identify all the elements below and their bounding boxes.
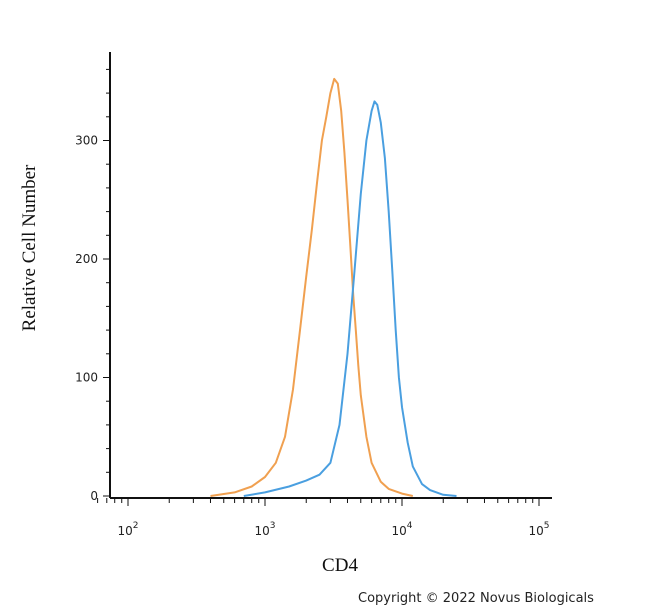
axes: 0 100 200 300 102 103 104 105: [75, 52, 552, 538]
copyright-notice: Copyright © 2022 Novus Biologicals: [358, 591, 594, 606]
x-axis-label: CD4: [322, 555, 358, 576]
x-tick-label: 103: [254, 521, 275, 538]
series-layer: [210, 77, 457, 497]
y-tick-label: 0: [90, 489, 98, 503]
blue-histogram-line: [243, 100, 457, 497]
y-tick-label: 200: [75, 252, 98, 266]
y-tick-label: 300: [75, 134, 98, 148]
x-tick-label: 105: [528, 521, 549, 538]
x-tick-label: 104: [391, 521, 412, 538]
y-axis-label: Relative Cell Number: [19, 164, 40, 331]
x-tick-label: 102: [117, 521, 138, 538]
y-tick-label: 100: [75, 371, 98, 385]
orange-histogram-line: [210, 77, 414, 497]
